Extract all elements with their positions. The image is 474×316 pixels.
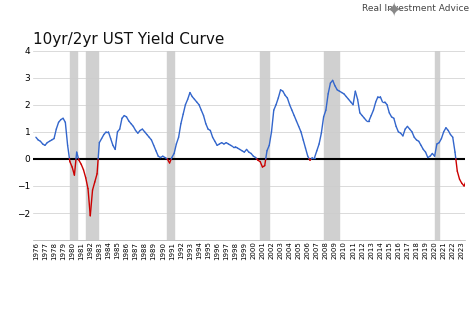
Bar [86,51,98,240]
Text: Real Investment Advice: Real Investment Advice [362,4,469,13]
Bar [167,51,174,240]
Text: 10yr/2yr UST Yield Curve: 10yr/2yr UST Yield Curve [33,33,225,47]
Bar [70,51,77,240]
Bar [435,51,439,240]
Text: ✦: ✦ [385,0,401,19]
Bar [324,51,339,240]
Bar [260,51,269,240]
